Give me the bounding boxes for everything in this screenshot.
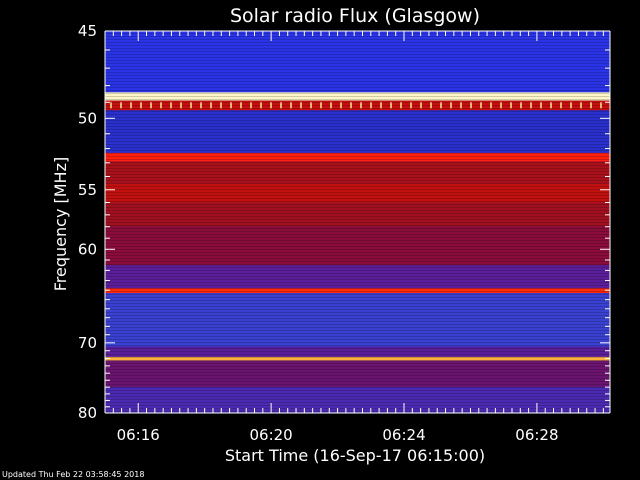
y-tick-label: 50 bbox=[78, 109, 97, 127]
texture-overlay bbox=[105, 31, 610, 413]
chart-title: Solar radio Flux (Glasgow) bbox=[230, 5, 480, 27]
plot-area bbox=[105, 31, 610, 413]
y-axis-label: Frequency [MHz] bbox=[51, 157, 70, 291]
x-axis-label: Start Time (16-Sep-17 06:15:00) bbox=[225, 446, 485, 465]
y-tick-label: 70 bbox=[78, 334, 97, 352]
x-tick-label: 06:28 bbox=[515, 426, 558, 444]
x-tick-label: 06:24 bbox=[382, 426, 425, 444]
footer-updated: Updated Thu Feb 22 03:58:45 2018 bbox=[2, 470, 145, 479]
x-tick-label: 06:16 bbox=[117, 426, 160, 444]
y-axis: 45 50 55 60 70 80 bbox=[78, 22, 611, 422]
pulse-marks bbox=[105, 102, 610, 109]
y-tick-label: 45 bbox=[78, 22, 97, 40]
y-tick-label: 60 bbox=[78, 240, 97, 258]
y-tick-label: 80 bbox=[78, 404, 97, 422]
y-tick-label: 55 bbox=[78, 181, 97, 199]
x-axis: 06:16 06:20 06:24 06:28 bbox=[104, 30, 610, 444]
x-tick-label: 06:20 bbox=[250, 426, 293, 444]
